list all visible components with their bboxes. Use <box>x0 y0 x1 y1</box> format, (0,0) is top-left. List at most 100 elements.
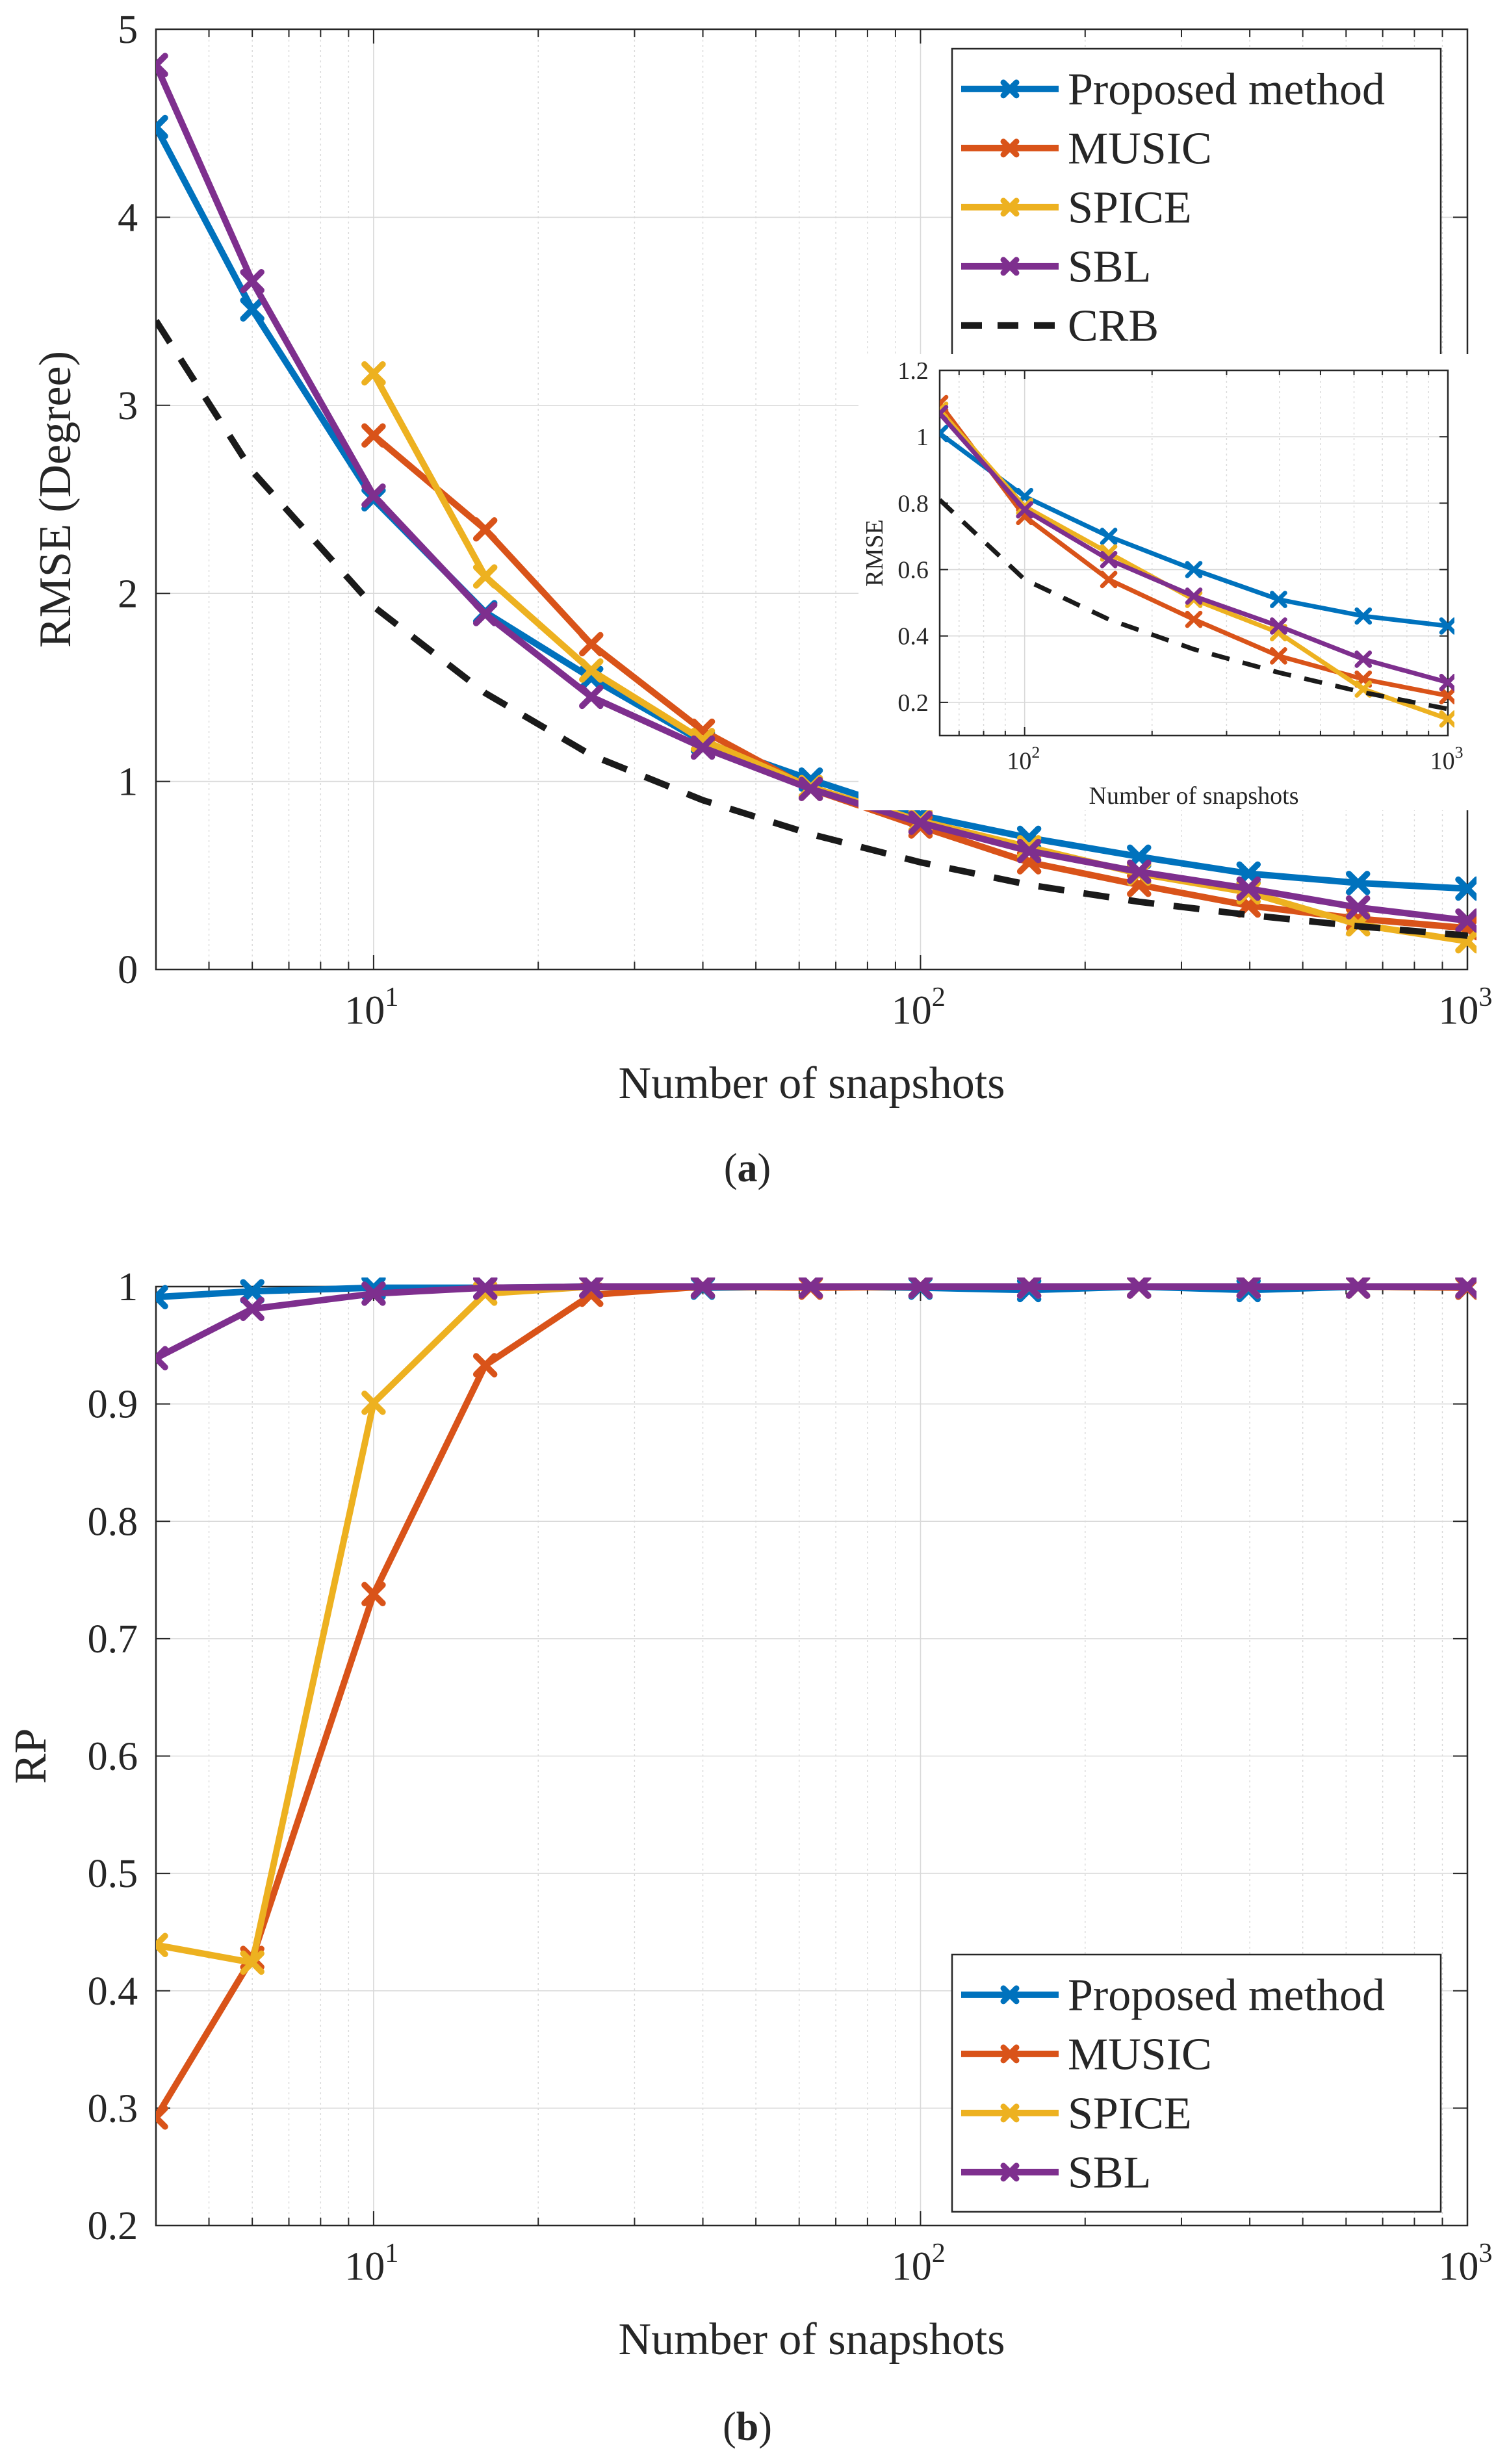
legend-entry: Proposed method <box>961 1971 1385 2021</box>
x-tick-label: 103 <box>1438 982 1492 1033</box>
series-line <box>940 498 1449 712</box>
data-point-marker <box>1455 908 1477 933</box>
legend-label: Proposed method <box>1068 1971 1385 2021</box>
x-tick-label-base: 10 <box>892 989 932 1033</box>
legend-swatch-marker <box>1000 257 1020 276</box>
series-sbl <box>156 53 1477 933</box>
legend-label: SPICE <box>1068 183 1192 233</box>
y-tick-label: 3 <box>118 384 138 428</box>
data-point-marker <box>940 405 949 422</box>
legend-label: CRB <box>1068 302 1159 352</box>
y-tick-label: 0.5 <box>88 1852 138 1896</box>
data-point-marker <box>156 53 168 77</box>
y-tick-label: 0.2 <box>88 2204 138 2248</box>
y-tick-label: 1 <box>118 1265 138 1309</box>
data-point-marker <box>361 423 386 448</box>
panel-caption-close-paren: ) <box>758 2405 772 2449</box>
data-point-marker <box>1127 1277 1152 1299</box>
x-axis-label: Number of snapshots <box>619 2315 1005 2365</box>
data-point-marker <box>1345 895 1371 920</box>
data-point-marker <box>240 1296 264 1322</box>
y-tick-label: 1 <box>118 760 138 804</box>
data-point-marker <box>361 1582 386 1606</box>
x-tick-label-exponent: 3 <box>1455 743 1464 762</box>
x-axis-label: Number of snapshots <box>619 1059 1005 1109</box>
data-point-marker <box>1016 501 1034 519</box>
x-tick-label-base: 10 <box>1007 747 1031 775</box>
data-point-marker <box>1270 591 1287 608</box>
x-tick-label-base: 10 <box>892 2245 932 2289</box>
x-tick-label-base: 10 <box>1430 747 1455 775</box>
y-tick-label: 1 <box>916 424 929 451</box>
y-tick-label: 0.3 <box>88 2086 138 2131</box>
data-point-marker <box>361 1391 386 1415</box>
x-tick-label: 102 <box>1007 743 1040 775</box>
panel-caption-letter: a <box>738 1146 758 1190</box>
data-point-marker <box>1127 859 1152 884</box>
data-point-marker <box>156 1346 168 1370</box>
data-point-marker <box>240 269 264 294</box>
legend-label: SBL <box>1068 2148 1151 2198</box>
data-point-marker <box>1354 607 1373 625</box>
legend-entry: CRB <box>961 302 1159 352</box>
data-point-marker <box>1236 876 1261 901</box>
legend-swatch-marker <box>1000 2044 1020 2064</box>
x-tick-label-exponent: 1 <box>385 2238 398 2268</box>
data-point-marker <box>240 297 264 322</box>
x-tick-label-exponent: 1 <box>385 982 398 1012</box>
series-proposed-method <box>940 424 1454 635</box>
data-point-marker <box>1439 673 1454 691</box>
data-point-marker <box>1455 1277 1477 1299</box>
legend-swatch-marker <box>1000 1985 1020 2005</box>
x-tick-label-exponent: 3 <box>1478 2238 1492 2268</box>
data-point-marker <box>156 2105 168 2130</box>
x-tick-label-exponent: 2 <box>1031 743 1040 762</box>
data-point-marker <box>690 735 716 760</box>
series-sbl <box>940 405 1454 691</box>
y-axis-label: RP <box>6 1728 56 1784</box>
data-point-marker <box>472 1277 498 1300</box>
x-tick-label: 101 <box>344 982 398 1033</box>
legend-label: SBL <box>1068 242 1151 292</box>
legend-swatch-marker <box>1000 2162 1020 2182</box>
x-tick-label-base: 10 <box>1438 2245 1478 2289</box>
panel-caption-close-paren: ) <box>758 1146 771 1190</box>
legend-entry: MUSIC <box>961 2030 1212 2080</box>
x-tick-label-base: 10 <box>344 2245 385 2289</box>
x-tick-label-exponent: 3 <box>1478 982 1492 1012</box>
data-point-marker <box>361 483 386 508</box>
data-point-marker <box>1345 871 1371 895</box>
legend-label: MUSIC <box>1068 124 1212 174</box>
data-point-marker <box>1236 1277 1261 1299</box>
legend-swatch-marker <box>1000 2103 1020 2123</box>
data-point-marker <box>579 1277 604 1299</box>
data-point-marker <box>1345 1277 1371 1299</box>
series-crb <box>940 498 1449 712</box>
legend-entry: SBL <box>961 2148 1151 2198</box>
x-tick-label: 103 <box>1438 2238 1492 2289</box>
legend-label: Proposed method <box>1068 65 1385 115</box>
data-point-marker <box>1100 528 1118 545</box>
series-sbl <box>156 1277 1477 1370</box>
y-tick-label: 1.2 <box>897 357 929 385</box>
data-point-marker <box>1185 561 1203 578</box>
y-tick-label: 0.2 <box>897 689 929 717</box>
y-tick-label: 0.7 <box>88 1617 138 1662</box>
data-point-marker <box>1354 650 1373 668</box>
x-tick-label-exponent: 2 <box>932 2238 946 2268</box>
y-tick-label: 0.4 <box>897 623 929 650</box>
legend-swatch-marker <box>1000 138 1020 158</box>
data-point-marker <box>472 517 498 542</box>
data-point-marker <box>1270 647 1287 665</box>
legend-swatch-marker <box>1000 198 1020 217</box>
legend-label: MUSIC <box>1068 2030 1212 2080</box>
legend-entry: MUSIC <box>961 124 1212 174</box>
data-point-marker <box>1455 876 1477 901</box>
data-point-marker <box>472 564 498 589</box>
data-point-marker <box>579 684 604 710</box>
y-axis-label: RMSE <box>861 519 888 586</box>
data-point-marker <box>1439 687 1454 705</box>
data-point-marker <box>690 1277 716 1299</box>
data-point-marker <box>361 361 386 386</box>
data-point-marker <box>798 776 823 801</box>
